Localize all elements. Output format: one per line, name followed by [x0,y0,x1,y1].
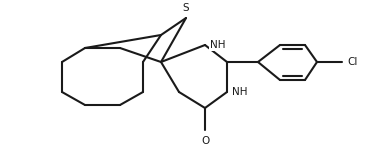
Text: S: S [183,3,189,13]
Text: NH: NH [210,40,225,50]
Text: O: O [201,136,209,146]
Text: NH: NH [232,87,247,97]
Text: Cl: Cl [347,57,357,67]
